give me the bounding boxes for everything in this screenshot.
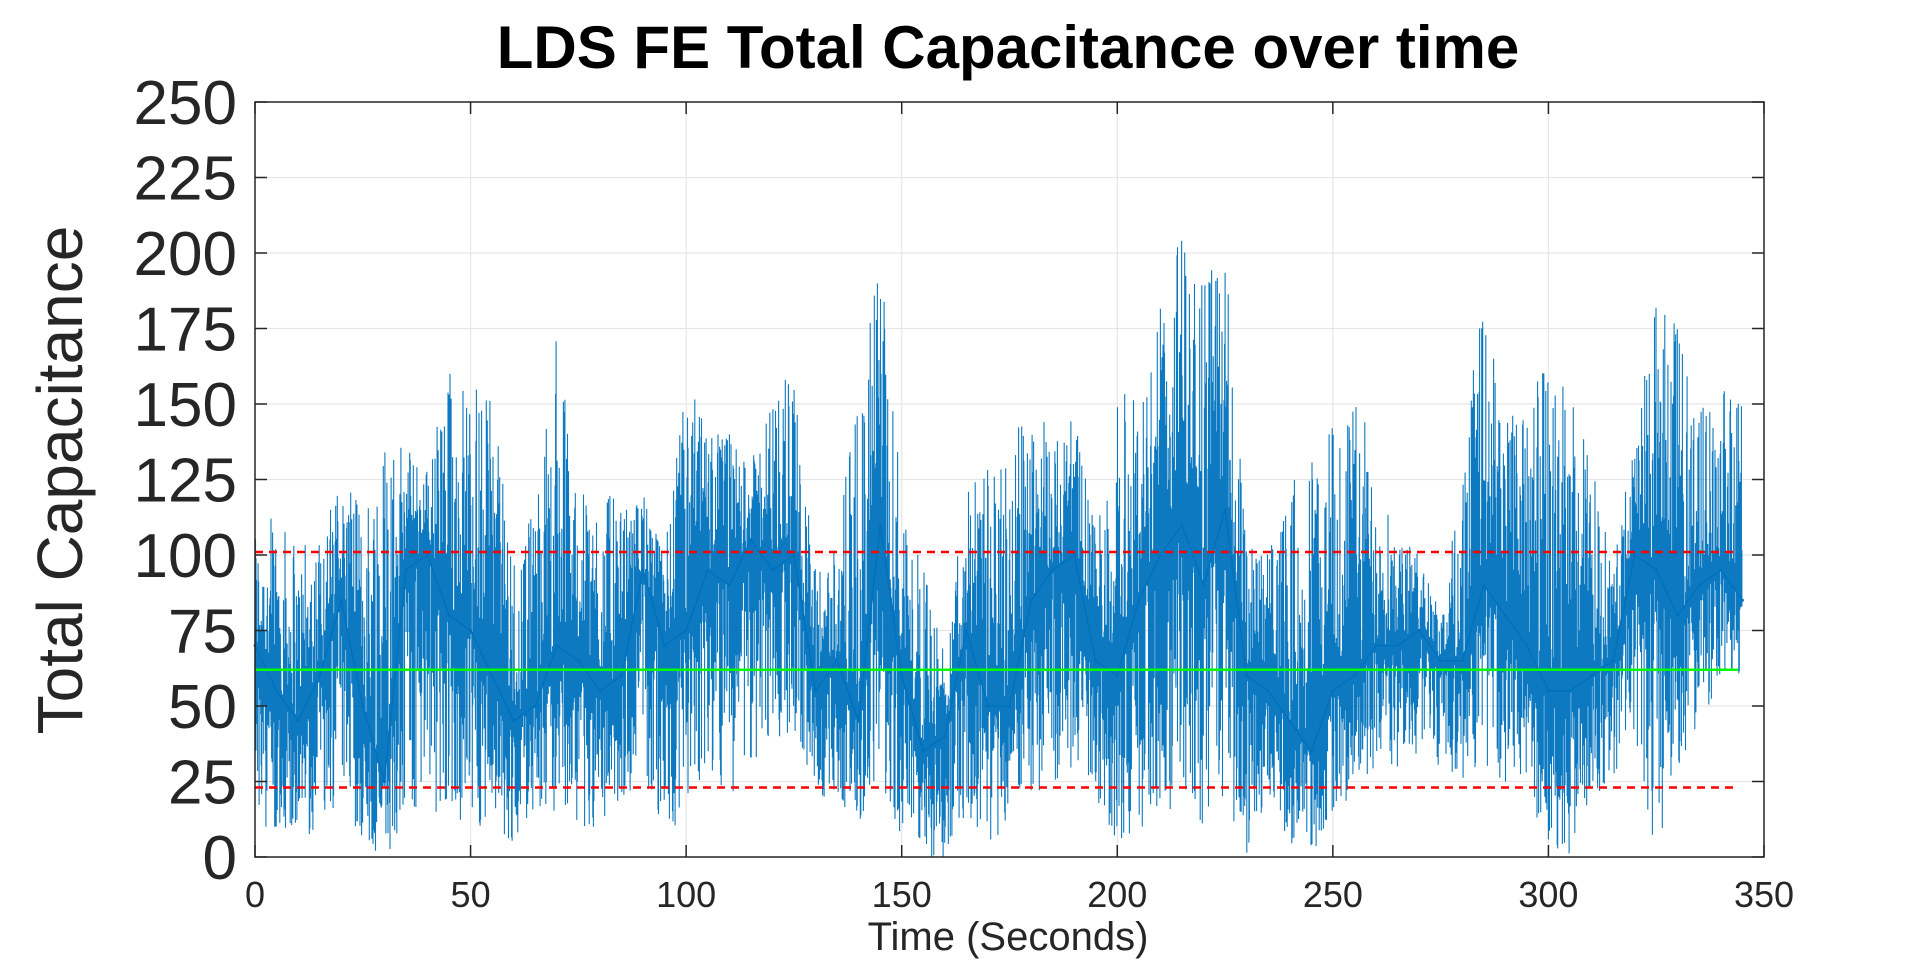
y-tick-label-2: 50	[168, 673, 237, 742]
signal-point-17	[619, 674, 623, 678]
signal-point-47	[1266, 689, 1270, 693]
signal-point-38	[1072, 553, 1076, 557]
signal-point-45	[1223, 508, 1227, 512]
y-tick-label-3: 75	[168, 598, 237, 667]
signal-point-29	[878, 523, 882, 527]
chart-title: LDS FE Total Capacitance over time	[497, 14, 1520, 81]
signal-point-69	[1740, 598, 1744, 602]
signal-point-64	[1633, 553, 1637, 557]
signal-point-16	[598, 689, 602, 693]
signal-point-20	[684, 629, 688, 632]
x-tick-label-6: 300	[1518, 874, 1578, 915]
signal-point-63	[1611, 659, 1615, 663]
x-tick-label-3: 150	[872, 874, 932, 915]
signal-point-24	[770, 568, 774, 572]
plot-area	[253, 101, 1765, 858]
signal-point-28	[857, 719, 861, 723]
signal-point-56	[1460, 659, 1464, 663]
tick-marks	[254, 101, 1765, 858]
y-tick-label-0: 0	[203, 824, 237, 893]
signal-point-52	[1374, 644, 1378, 648]
signal-point-39	[1094, 659, 1098, 663]
signal-point-40	[1115, 674, 1119, 678]
signal-point-32	[943, 734, 947, 738]
signal-point-23	[749, 538, 753, 542]
signal-point-58	[1503, 613, 1507, 617]
signal-point-13	[533, 704, 537, 708]
signal-point-67	[1697, 583, 1701, 587]
signal-point-18	[641, 568, 645, 572]
signal-point-41	[1137, 598, 1141, 602]
signal-point-44	[1202, 583, 1206, 587]
y-tick-label-10: 250	[134, 69, 237, 138]
y-tick-label-4: 100	[134, 522, 237, 591]
signal-point-49	[1309, 749, 1313, 753]
signal-series-line	[254, 509, 1744, 782]
signal-point-51	[1352, 674, 1356, 678]
y-tick-label-6: 150	[134, 371, 237, 440]
signal-point-54	[1417, 629, 1421, 632]
signal-point-33	[964, 629, 968, 632]
signal-point-26	[813, 689, 817, 693]
signal-point-9	[447, 613, 451, 617]
signal-point-48	[1288, 719, 1292, 723]
signal-point-11	[490, 674, 494, 678]
signal-point-12	[512, 719, 516, 723]
signal-point-66	[1676, 613, 1680, 617]
signal-point-22	[727, 583, 731, 587]
signal-point-31	[921, 749, 925, 753]
signal-point-2	[296, 719, 300, 723]
signal-point-65	[1654, 568, 1658, 572]
signal-point-6	[382, 780, 386, 783]
x-tick-label-0: 0	[245, 874, 265, 915]
y-tick-label-5: 125	[134, 447, 237, 516]
signal-point-61	[1568, 689, 1572, 693]
y-tick-label-7: 175	[134, 296, 237, 365]
signal-point-14	[555, 644, 559, 648]
x-tick-label-4: 200	[1087, 874, 1147, 915]
signal-point-55	[1439, 659, 1443, 663]
signal-point-53	[1396, 644, 1400, 648]
signal-point-60	[1546, 689, 1550, 693]
signal-point-15	[576, 659, 580, 663]
signal-point-59	[1525, 644, 1529, 648]
x-tick-label-2: 100	[656, 874, 716, 915]
signal-point-1	[275, 689, 279, 693]
signal-point-42	[1158, 553, 1162, 557]
signal-point-8	[425, 553, 429, 557]
signal-point-19	[663, 644, 667, 648]
signal-point-35	[1008, 704, 1011, 708]
y-axis-label: Total Capacitance	[24, 226, 96, 735]
signal-point-50	[1331, 689, 1335, 693]
x-axis-label: Time (Seconds)	[868, 915, 1149, 959]
signal-point-3	[318, 674, 322, 678]
signal-point-7	[404, 568, 408, 572]
y-tick-label-8: 200	[134, 220, 237, 289]
signal-point-27	[835, 659, 839, 663]
x-tick-label-1: 50	[451, 874, 491, 915]
signal-point-37	[1051, 568, 1055, 572]
signal-point-46	[1245, 674, 1249, 678]
y-tick-label-1: 25	[168, 749, 237, 818]
series-layer	[253, 240, 1744, 857]
signal-point-68	[1719, 568, 1723, 572]
y-tick-label-9: 225	[134, 145, 237, 214]
x-tick-label-7: 350	[1734, 874, 1794, 915]
signal-point-25	[792, 553, 796, 557]
x-tick-labels: 0 50 100 150 200 250 300 350	[245, 874, 1794, 915]
signal-point-57	[1482, 583, 1486, 587]
signal-point-34	[986, 704, 990, 708]
signal-point-21	[706, 568, 710, 572]
signal-point-4	[339, 598, 343, 602]
signal-point-5	[361, 704, 365, 708]
x-tick-label-5: 250	[1303, 874, 1363, 915]
signal-point-36	[1029, 598, 1033, 602]
signal-point-10	[469, 629, 473, 632]
signal-point-62	[1590, 674, 1594, 678]
signal-point-43	[1180, 523, 1184, 527]
signal-point-30	[900, 674, 904, 678]
